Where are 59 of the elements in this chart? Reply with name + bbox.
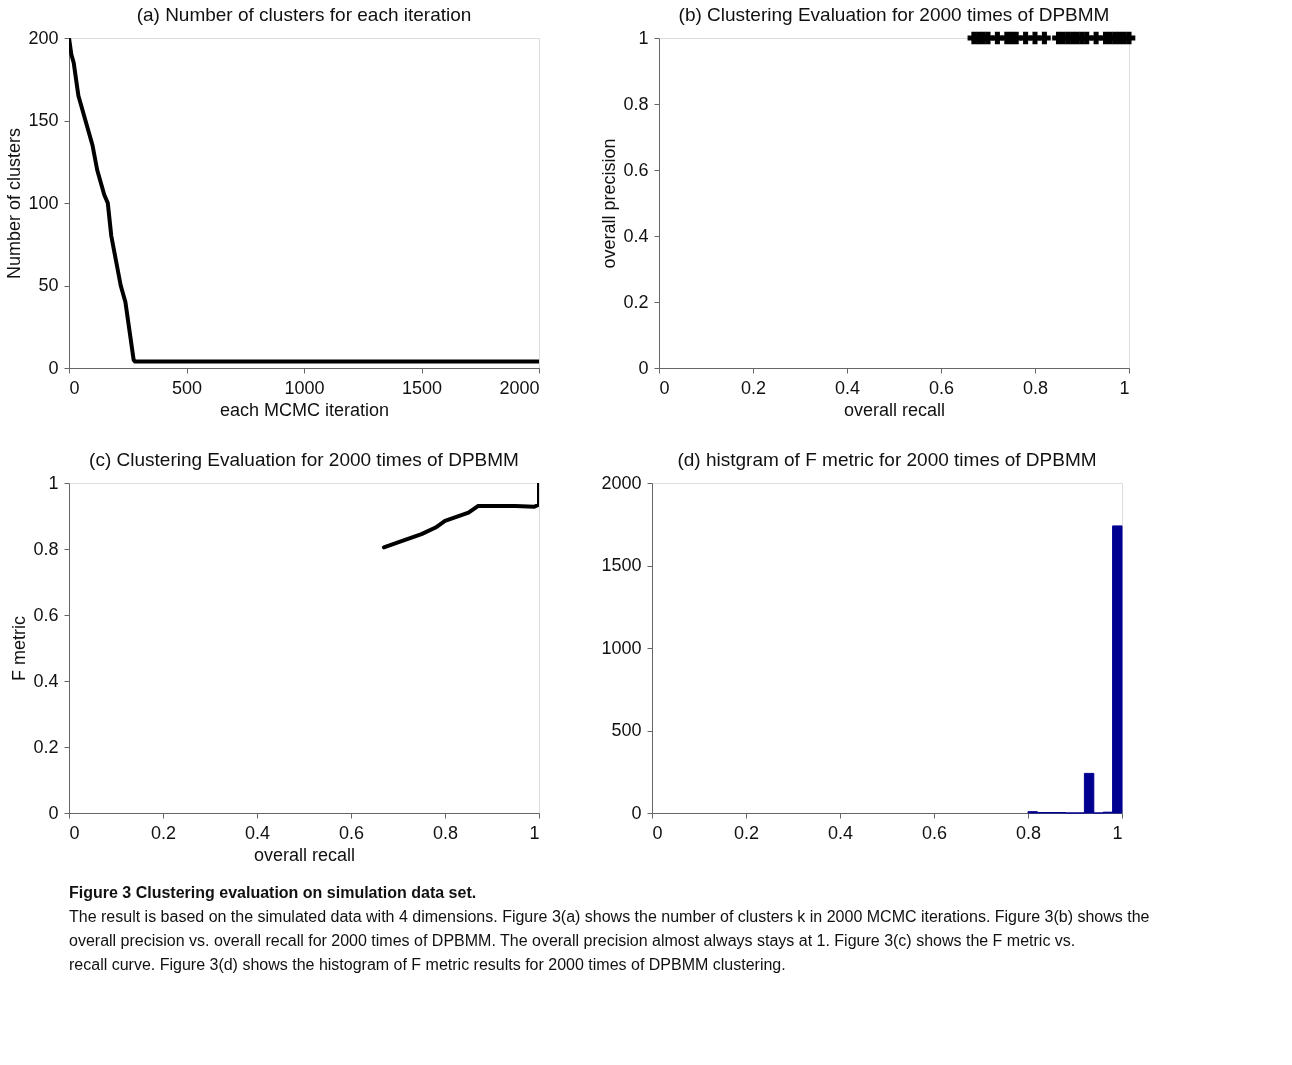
y-tick-label: 0.2 [623, 291, 649, 312]
chart-title: (c) Clustering Evaluation for 2000 times of DPBMM [89, 449, 519, 470]
x-tick-label: 0 [659, 377, 670, 398]
x-tick-label: 0.6 [338, 822, 365, 843]
x-tick-label: 0.6 [921, 822, 948, 843]
line-series [381, 483, 539, 550]
y-tick-label: 200 [28, 27, 59, 48]
x-tick-label: 1 [529, 822, 540, 843]
y-tick-label: 1000 [601, 637, 642, 658]
y-axis-title: Number of clusters [4, 127, 25, 280]
y-tick-label: 0 [48, 802, 59, 823]
y-tick-label: 1 [638, 27, 649, 48]
y-tick-label: 2000 [601, 472, 642, 493]
x-tick-label: 1 [1112, 822, 1123, 843]
x-axis-title: overall recall [253, 844, 356, 865]
y-tick-label: 1500 [601, 555, 642, 575]
y-tick-label: 0 [48, 357, 59, 378]
x-tick-label: 0.2 [150, 822, 177, 843]
x-axis-title: each MCMC iteration [219, 399, 390, 420]
x-tick-label: 2000 [499, 377, 540, 398]
x-tick-label: 0 [652, 822, 663, 843]
y-tick-label: 500 [611, 720, 642, 740]
y-axis-title: overall precision [599, 138, 620, 269]
y-tick-label: 100 [28, 192, 59, 213]
y-tick-label: 0.6 [623, 159, 649, 180]
y-tick-label: 0.4 [33, 670, 59, 691]
caption: Figure 3 Clustering evaluation on simulation data set. [69, 884, 477, 901]
chart-title: (a) Number of clusters for each iteration [136, 4, 472, 25]
x-axis-title: overall recall [843, 399, 946, 420]
x-tick-label: 1 [1119, 377, 1130, 398]
y-tick-label: 0.4 [623, 225, 649, 246]
x-tick-label: 0.4 [244, 822, 271, 843]
x-tick-label: 0.8 [1022, 377, 1049, 398]
text: The result is based on the simulated data with 4 dimensions. Figure 3(a) shows the number of clusters k in 2000 MCMC iterations. Figure 3(b) shows the overall precision vs. overall recall for 2000 times of DPBMM. The overall precision almost always stays at 1. Figure 3(c) shows the F metric vs. recall curve. Figure 3(d) shows the histogram of F metric results for 2000 times of DPBMM clustering. [69, 908, 1150, 973]
y-tick-label: 0 [631, 802, 642, 823]
line-series [69, 38, 539, 364]
y-tick-label: 150 [28, 110, 59, 130]
x-tick-label: 0 [69, 377, 80, 398]
x-tick-label: 0.4 [827, 822, 854, 843]
x-tick-label: 0.8 [432, 822, 459, 843]
y-tick-label: 0.2 [33, 736, 59, 757]
chart-title: (d) histgram of F metric for 2000 times of DPBMM [677, 449, 1097, 470]
y-tick-label: 1 [48, 472, 59, 493]
x-tick-label: 0.2 [740, 377, 767, 398]
y-tick-label: 0.6 [33, 604, 59, 625]
x-tick-label: 1000 [284, 377, 325, 398]
x-tick-label: 0.6 [928, 377, 955, 398]
x-tick-label: 0 [69, 822, 80, 843]
x-tick-label: 500 [171, 377, 203, 398]
x-tick-label: 0.4 [834, 377, 861, 398]
x-tick-label: 1500 [401, 377, 443, 398]
chart-title: (b) Clustering Evaluation for 2000 times of DPBMM [678, 4, 1110, 25]
y-tick-label: 0.8 [33, 538, 59, 559]
y-tick-label: 50 [38, 275, 59, 295]
y-axis-title: F metric [9, 616, 30, 681]
x-tick-label: 0.8 [1015, 822, 1042, 843]
y-tick-label: 0.8 [623, 93, 649, 114]
y-tick-label: 0 [638, 357, 649, 378]
x-tick-label: 0.2 [733, 822, 760, 843]
